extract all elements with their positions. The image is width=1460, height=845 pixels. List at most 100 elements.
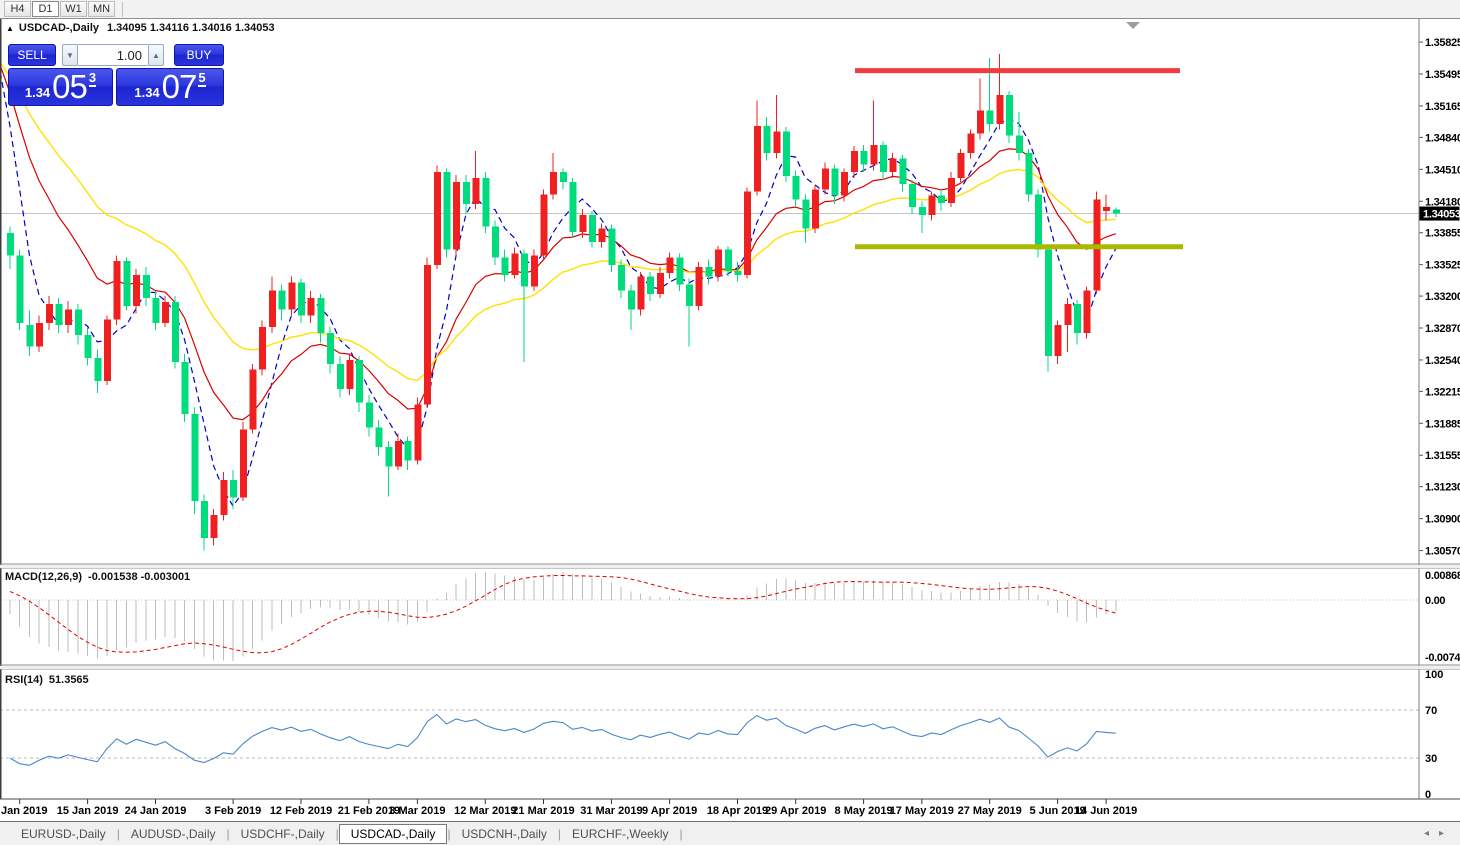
candle-body [16,255,24,324]
sell-button[interactable]: SELL [8,44,56,66]
tab-separator: | [447,826,451,841]
candle-body [162,301,170,324]
candle-body [821,168,829,190]
candle-body [1064,303,1072,326]
candle-body [627,290,635,310]
ma-medium-line [0,65,1116,421]
one-click-trading-panel: SELL ▼ ▲ BUY 1.34 05 3 1.34 07 5 [8,44,224,106]
price-axis-label: 1.32870 [1425,323,1460,335]
macd-scale-zero: 0.00 [1425,595,1445,607]
price-axis-label: 1.30570 [1425,546,1460,558]
sell-price-button[interactable]: 1.34 05 3 [8,68,113,106]
tab-scroll-right-icon[interactable]: ▸ [1438,828,1454,839]
candle-body [191,414,199,502]
candle-body [74,309,82,335]
candle-body [783,131,790,177]
date-axis: 6 Jan 2019 15 Jan 2019 24 Jan 2019 3 Feb 20… [0,799,1137,817]
candle-body [65,309,73,326]
candle-body [511,253,519,275]
chart-title: ▲ USDCAD-,Daily 1.34095 1.34116 1.34016 … [6,22,275,34]
timeframe-button-d1[interactable]: D1 [32,1,59,17]
tab-audusd-daily[interactable]: AUDUSD-,Daily [130,826,216,841]
price-axis-label: 1.33200 [1425,291,1460,303]
volume-input[interactable] [78,44,148,66]
macd-scale-min: -0.007404 [1425,652,1460,664]
candle-body [492,226,499,258]
price-axis-label: 1.33525 [1425,260,1460,272]
candle-body [802,199,810,229]
volume-decrease-button[interactable]: ▼ [62,44,78,66]
rsi-scale-label: 0 [1425,789,1431,801]
tab-scroll-left-icon[interactable]: ◂ [1423,828,1439,839]
price-axis-label: 1.31230 [1425,482,1460,494]
buy-price-button[interactable]: 1.34 07 5 [116,68,224,106]
candle-body [938,195,946,204]
candle-body [1025,152,1033,195]
moving-averages-layer [0,62,1117,508]
tab-usdcnh-daily[interactable]: USDCNH-,Daily [461,826,547,841]
date-axis-label: 29 Apr 2019 [765,805,826,817]
candle-body [94,358,102,382]
candle-body [210,514,218,538]
date-axis-label: 15 Jan 2019 [57,805,119,817]
date-axis-label: 12 Mar 2019 [454,805,516,817]
triangle-up-icon: ▲ [152,50,160,60]
rsi-scale-label: 30 [1425,753,1437,765]
volume-field-wrap [78,44,148,66]
timeframe-button-mn[interactable]: MN [88,1,115,17]
price-axis-label: 1.34510 [1425,164,1460,176]
candle-body [880,145,887,173]
candle-body [928,195,936,215]
macd-scale-max: 0.008686 [1425,570,1460,582]
price-axis-label: 1.33855 [1425,228,1460,240]
ask-point: 5 [198,70,206,87]
candle-body [298,282,305,316]
timeframe-button-w1[interactable]: W1 [60,1,87,17]
candle-body [45,303,53,324]
macd-name: MACD(12,26,9) [5,571,83,583]
candle-body [550,172,558,195]
tab-eurusd-daily[interactable]: EURUSD-,Daily [21,826,106,841]
timeframe-button-h4[interactable]: H4 [4,1,31,17]
candle-body [104,319,111,382]
candle-body [327,332,335,364]
tab-eurchf-weekly[interactable]: EURCHF-,Weekly [572,826,669,841]
candle-body [753,125,761,192]
candle-body [317,298,325,333]
chart-symbol-label: USDCAD-,Daily [18,22,99,34]
candle-body [1103,207,1111,211]
price-axis: 1.35825 1.35495 1.35165 1.34840 1.34510 1.341… [1419,37,1460,558]
candle-body [850,150,858,173]
candle-body [977,110,984,134]
candle-body [763,125,771,153]
volume-increase-button[interactable]: ▲ [148,44,164,66]
candles-layer [7,54,1120,551]
candle-body [608,228,616,266]
macd-pane-label: MACD(12,26,9) -0.001538 -0.003001 [5,571,190,583]
candle-body [996,94,1004,124]
tab-usdchf-daily[interactable]: USDCHF-,Daily [240,826,325,841]
tab-separator: | [226,826,230,841]
price-axis-label: 1.31885 [1425,418,1460,430]
tab-usdcad-daily[interactable]: USDCAD-,Daily [338,823,448,844]
candle-body [482,178,490,227]
date-axis-label: 9 Apr 2019 [642,805,697,817]
candle-body [870,145,878,165]
candle-body [414,404,422,461]
candle-body [773,131,781,153]
buy-button[interactable]: BUY [174,44,224,66]
tab-separator: | [557,826,562,841]
candle-body [395,441,402,467]
candle-body [947,178,955,204]
candle-body [841,172,849,196]
candle-body [676,257,684,285]
collapse-triangle-icon[interactable]: ▲ [6,23,14,33]
candle-body [259,327,267,370]
tab-separator: | [679,826,683,841]
bid-point: 3 [88,70,97,87]
tab-separator: | [116,826,120,841]
candle-body [792,176,800,200]
candle-body [433,172,441,266]
rsi-scale-label: 70 [1425,705,1437,717]
